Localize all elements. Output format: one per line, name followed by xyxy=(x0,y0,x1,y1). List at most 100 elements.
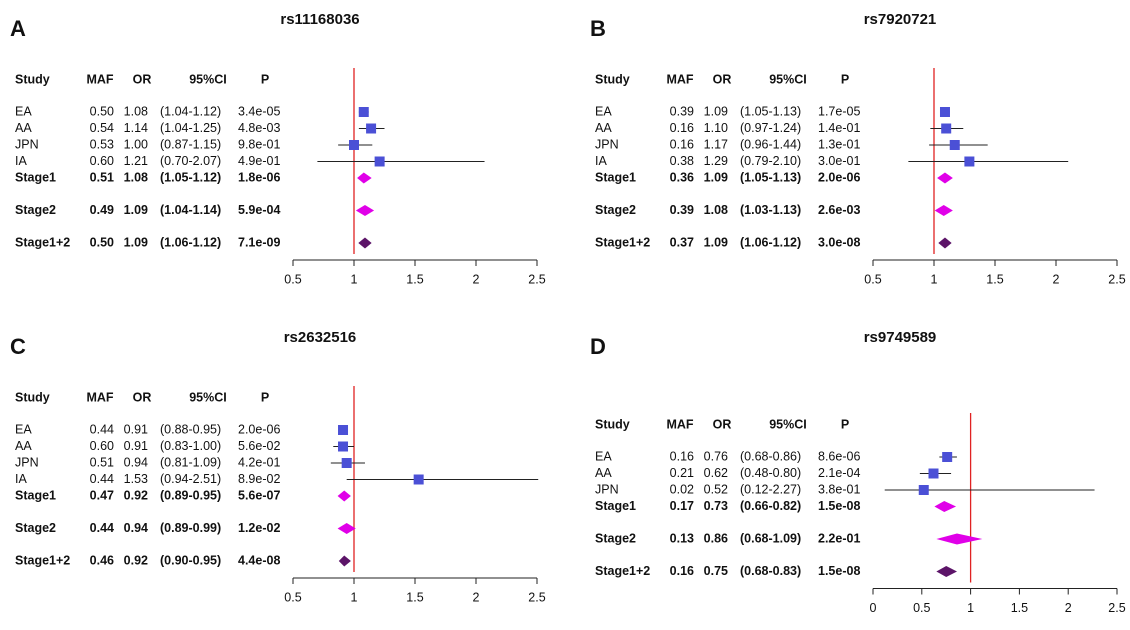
study-label: Stage1+2 xyxy=(15,553,70,567)
or-point xyxy=(338,425,349,435)
study-label: JPN xyxy=(15,455,39,469)
or-label: 0.92 xyxy=(124,553,148,567)
x-tick-label: 2.5 xyxy=(528,272,545,286)
summary-diamond xyxy=(337,523,356,534)
maf-label: 0.16 xyxy=(670,449,694,463)
or-label: 1.53 xyxy=(124,472,148,486)
or-label: 1.09 xyxy=(704,235,728,249)
maf-label: 0.60 xyxy=(90,154,114,168)
p-label: 4.9e-01 xyxy=(238,154,280,168)
maf-label: 0.46 xyxy=(90,553,114,567)
x-tick-label: 0.5 xyxy=(284,272,301,286)
or-point xyxy=(358,107,369,117)
study-label: AA xyxy=(15,121,32,135)
panel-title: rs9749589 xyxy=(864,329,937,346)
maf-label: 0.51 xyxy=(90,170,114,184)
study-label: IA xyxy=(15,154,27,168)
ci-label: (0.70-2.07) xyxy=(160,154,221,168)
column-header: Study xyxy=(15,72,50,86)
column-header: OR xyxy=(133,390,152,404)
ci-label: (1.04-1.14) xyxy=(160,203,221,217)
ci-label: (1.04-1.12) xyxy=(160,104,221,118)
p-label: 3.0e-01 xyxy=(818,154,860,168)
ci-label: (0.87-1.15) xyxy=(160,137,221,151)
maf-label: 0.60 xyxy=(90,439,114,453)
ci-label: (1.06-1.12) xyxy=(160,235,221,249)
ci-label: (0.68-0.83) xyxy=(740,564,801,578)
or-label: 1.09 xyxy=(704,170,728,184)
or-label: 0.94 xyxy=(124,521,148,535)
maf-label: 0.53 xyxy=(90,137,114,151)
panel-label: D xyxy=(590,334,606,359)
study-label: AA xyxy=(595,121,612,135)
ci-label: (0.97-1.24) xyxy=(740,121,801,135)
study-label: Stage2 xyxy=(15,521,56,535)
p-label: 3.0e-08 xyxy=(818,235,860,249)
study-label: Stage2 xyxy=(595,531,636,545)
summary-diamond xyxy=(934,501,957,512)
maf-label: 0.47 xyxy=(90,488,114,502)
or-point xyxy=(949,140,960,150)
column-header: P xyxy=(841,417,849,431)
column-header: Study xyxy=(595,72,630,86)
maf-label: 0.36 xyxy=(670,170,694,184)
study-label: AA xyxy=(595,466,612,480)
or-label: 1.08 xyxy=(124,170,148,184)
ci-label: (1.05-1.13) xyxy=(740,170,801,184)
maf-label: 0.21 xyxy=(670,466,694,480)
x-tick-label: 1 xyxy=(931,272,938,286)
study-label: Stage2 xyxy=(15,203,56,217)
panel-title: rs11168036 xyxy=(280,11,359,28)
x-tick-label: 1 xyxy=(351,590,358,604)
x-tick-label: 2 xyxy=(1053,272,1060,286)
study-label: JPN xyxy=(15,137,39,151)
p-label: 4.4e-08 xyxy=(238,553,280,567)
panel-title: rs7920721 xyxy=(864,11,937,28)
maf-label: 0.39 xyxy=(670,104,694,118)
ci-label: (0.66-0.82) xyxy=(740,499,801,513)
ci-label: (0.68-0.86) xyxy=(740,449,801,463)
x-tick-label: 2 xyxy=(1065,601,1072,615)
x-tick-label: 0 xyxy=(870,601,877,615)
study-label: IA xyxy=(15,472,27,486)
or-point xyxy=(349,140,359,150)
ci-label: (0.12-2.27) xyxy=(740,482,801,496)
panel-label: A xyxy=(10,16,26,41)
ci-label: (0.48-0.80) xyxy=(740,466,801,480)
column-header: 95%CI xyxy=(189,390,227,404)
column-header: P xyxy=(841,72,849,86)
summary-diamond xyxy=(934,205,953,216)
ci-label: (0.94-2.51) xyxy=(160,472,221,486)
or-point xyxy=(942,452,953,462)
maf-label: 0.44 xyxy=(90,422,114,436)
or-point xyxy=(366,123,377,134)
column-header: P xyxy=(261,390,269,404)
study-label: Stage2 xyxy=(595,203,636,217)
summary-diamond xyxy=(338,555,351,567)
x-tick-label: 2 xyxy=(473,272,480,286)
p-label: 2.0e-06 xyxy=(238,422,280,436)
summary-diamond xyxy=(936,533,983,545)
column-header: MAF xyxy=(86,390,113,404)
p-label: 5.6e-07 xyxy=(238,488,280,502)
ci-label: (1.04-1.25) xyxy=(160,121,221,135)
study-label: Stage1+2 xyxy=(595,235,650,249)
x-tick-label: 1 xyxy=(967,601,974,615)
or-label: 1.09 xyxy=(124,235,148,249)
p-label: 2.0e-06 xyxy=(818,170,860,184)
column-header: 95%CI xyxy=(189,72,227,86)
study-label: Stage1 xyxy=(595,170,636,184)
p-label: 1.5e-08 xyxy=(818,499,860,513)
p-label: 3.4e-05 xyxy=(238,104,280,118)
summary-diamond xyxy=(936,566,958,577)
study-label: Stage1+2 xyxy=(15,235,70,249)
maf-label: 0.16 xyxy=(670,137,694,151)
p-label: 8.9e-02 xyxy=(238,472,280,486)
x-tick-label: 2.5 xyxy=(1108,272,1125,286)
ci-label: (0.81-1.09) xyxy=(160,455,221,469)
maf-label: 0.17 xyxy=(670,499,694,513)
x-tick-label: 2.5 xyxy=(1108,601,1125,615)
x-tick-label: 1 xyxy=(351,272,358,286)
